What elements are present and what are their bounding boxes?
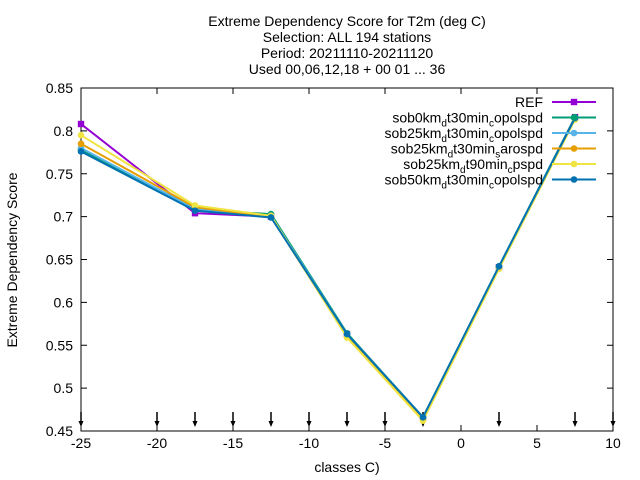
legend-sample-marker bbox=[570, 98, 578, 106]
x-tick-label: -15 bbox=[223, 435, 243, 451]
axis-ticks: -25 -20 -15 -10 -5 0 5 10 0.45 0.5 0.55 0.6 0.65 0.7 0… bbox=[46, 80, 621, 451]
arrow-head bbox=[154, 421, 160, 427]
arrow-head bbox=[306, 421, 312, 427]
title-line: Extreme Dependency Score for T2m (deg C) bbox=[208, 13, 486, 29]
x-tick-label: -20 bbox=[147, 435, 167, 451]
y-tick-label: 0.75 bbox=[46, 166, 73, 182]
x-tick-label: -5 bbox=[379, 435, 392, 451]
x-axis-label: classes C) bbox=[314, 459, 379, 475]
legend-label: sob25kmdt90mincpspd bbox=[403, 156, 543, 176]
data-point bbox=[419, 413, 427, 421]
legend-entry: sob50kmdt30mincopolspd bbox=[385, 172, 596, 192]
data-point bbox=[77, 120, 85, 128]
data-point bbox=[77, 140, 85, 148]
legend-entry: sob25kmdt30mincopolspd bbox=[385, 125, 596, 145]
arrow-head bbox=[344, 421, 350, 427]
data-point bbox=[77, 148, 85, 155]
x-tick-label: 10 bbox=[605, 435, 621, 451]
x-tick-label: 0 bbox=[457, 435, 465, 451]
y-tick-label: 0.65 bbox=[46, 252, 73, 268]
y-tick-label: 0.45 bbox=[46, 423, 73, 439]
chart-title: Extreme Dependency Score for T2m (deg C)… bbox=[208, 13, 486, 77]
series-layer bbox=[77, 113, 579, 425]
y-axis-label: Extreme Dependency Score bbox=[4, 172, 20, 347]
x-tick-label: -25 bbox=[71, 435, 91, 451]
legend-label: sob25kmdt30minsarospd bbox=[391, 141, 543, 161]
arrow-head bbox=[78, 421, 84, 427]
arrow-head bbox=[230, 421, 236, 427]
data-point bbox=[495, 263, 503, 270]
legend: REFsob0kmdt30mincopolspdsob25kmdt30minco… bbox=[385, 94, 596, 192]
title-line: Selection: ALL 194 stations bbox=[263, 29, 431, 45]
y-tick-label: 0.6 bbox=[54, 294, 74, 310]
x-tick-label: -10 bbox=[299, 435, 319, 451]
series-5 bbox=[77, 114, 579, 421]
title-line: Used 00,06,12,18 + 00 01 ... 36 bbox=[249, 61, 446, 77]
legend-sample-marker bbox=[570, 129, 578, 137]
legend-label: sob50kmdt30mincopolspd bbox=[385, 172, 543, 192]
arrow-head bbox=[572, 421, 578, 427]
legend-entry: REF bbox=[515, 94, 596, 110]
arrow-head bbox=[496, 421, 502, 427]
data-point bbox=[191, 207, 199, 214]
legend-entry: sob25kmdt90mincpspd bbox=[403, 156, 596, 176]
legend-label: REF bbox=[515, 94, 543, 110]
title-line: Period: 20211110-20211120 bbox=[261, 45, 434, 61]
legend-sample-marker bbox=[570, 114, 578, 121]
data-point bbox=[191, 202, 199, 209]
x-tick-label: 5 bbox=[533, 435, 541, 451]
legend-sample-marker bbox=[570, 176, 578, 183]
data-point bbox=[77, 131, 85, 139]
data-point bbox=[267, 214, 275, 221]
legend-label: sob25kmdt30mincopolspd bbox=[385, 125, 543, 145]
y-tick-label: 0.8 bbox=[54, 123, 74, 139]
bottom-arrows bbox=[78, 412, 616, 427]
arrow-head bbox=[610, 421, 616, 427]
arrow-head bbox=[268, 421, 274, 427]
legend-entry: sob25kmdt30minsarospd bbox=[391, 141, 596, 161]
y-tick-label: 0.85 bbox=[46, 80, 73, 96]
legend-sample-marker bbox=[570, 145, 578, 152]
legend-entry: sob0kmdt30mincopolspd bbox=[392, 110, 596, 130]
y-tick-label: 0.7 bbox=[54, 209, 74, 225]
legend-sample-marker bbox=[570, 160, 578, 168]
arrow-head bbox=[382, 421, 388, 427]
y-tick-label: 0.55 bbox=[46, 337, 73, 353]
legend-label: sob0kmdt30mincopolspd bbox=[392, 110, 543, 130]
arrow-head bbox=[192, 421, 198, 427]
y-tick-label: 0.5 bbox=[54, 380, 74, 396]
data-point bbox=[343, 330, 351, 338]
